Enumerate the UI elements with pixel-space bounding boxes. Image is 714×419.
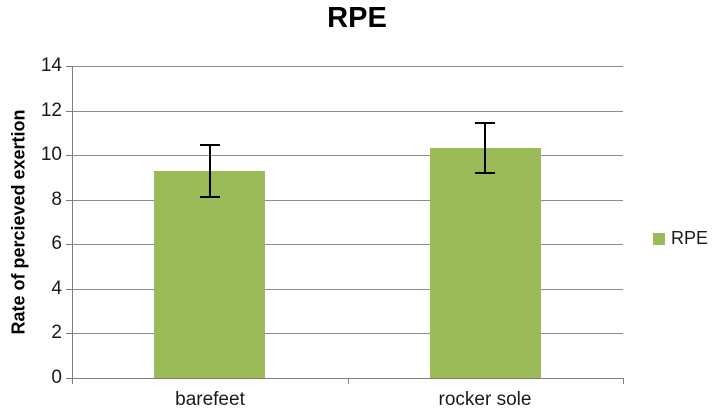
- y-axis-tick: [66, 66, 72, 67]
- x-axis-tick: [623, 378, 624, 384]
- y-axis-tick: [66, 289, 72, 290]
- y-tick-label: 14: [40, 55, 62, 76]
- x-category-label: rocker sole: [438, 389, 532, 410]
- y-axis-tick: [66, 244, 72, 245]
- y-tick-label: 8: [51, 189, 62, 210]
- y-tick-label: 6: [51, 233, 62, 254]
- y-axis-tick: [66, 378, 72, 379]
- y-tick-label: 12: [40, 100, 62, 121]
- bar-barefeet: [154, 171, 265, 378]
- legend-swatch-rpe-icon: [653, 232, 665, 245]
- gridline: [72, 200, 623, 201]
- y-tick-label: 0: [51, 367, 62, 388]
- chart-title: RPE: [327, 2, 387, 34]
- gridline: [72, 111, 623, 112]
- legend-label: RPE: [671, 228, 709, 248]
- error-bar-cap-bottom: [475, 172, 495, 174]
- gridline: [72, 289, 623, 290]
- error-bar-cap-top: [200, 144, 220, 146]
- bar-rocker-sole: [430, 148, 541, 378]
- y-axis-line: [72, 66, 73, 378]
- error-bar-cap-top: [475, 122, 495, 124]
- y-axis-tick: [66, 111, 72, 112]
- y-tick-label: 2: [51, 322, 62, 343]
- y-axis-tick: [66, 200, 72, 201]
- y-tick-label: 10: [40, 144, 62, 165]
- y-axis-tick: [66, 155, 72, 156]
- error-bar-line: [484, 122, 486, 173]
- legend: RPE: [653, 228, 708, 249]
- error-bar-cap-bottom: [200, 196, 220, 198]
- y-tick-label: 4: [51, 278, 62, 299]
- x-axis-tick: [348, 378, 349, 384]
- gridline: [72, 333, 623, 334]
- y-axis-tick: [66, 333, 72, 334]
- gridline: [72, 66, 623, 67]
- x-axis-tick: [72, 378, 73, 384]
- x-category-label: barefeet: [175, 389, 245, 410]
- gridline: [72, 155, 623, 156]
- gridline: [72, 244, 623, 245]
- error-bar-line: [209, 144, 211, 197]
